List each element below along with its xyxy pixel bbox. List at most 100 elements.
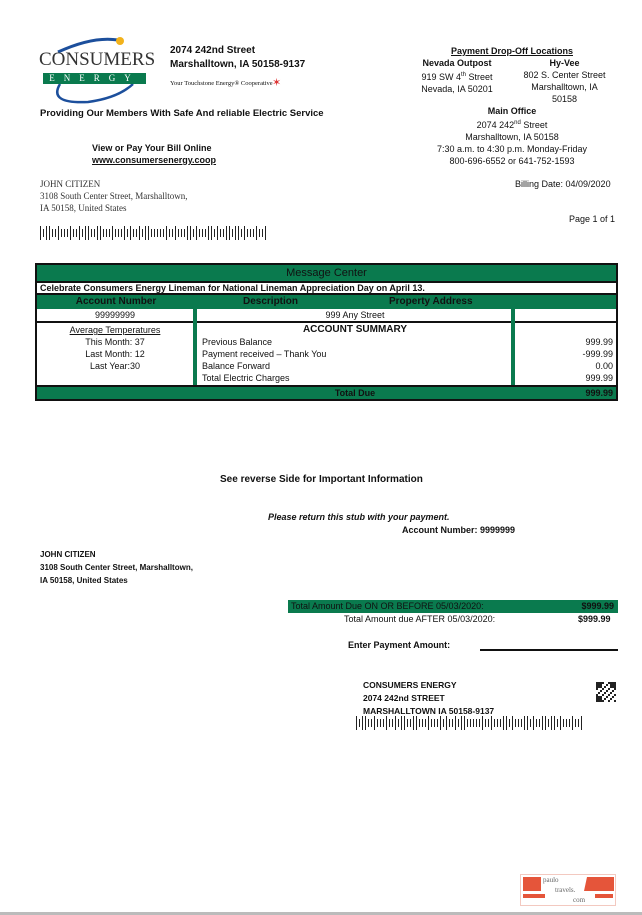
- barcode-bar: [560, 716, 561, 730]
- barcode-bar: [190, 226, 191, 240]
- page-bottom-border: [0, 912, 642, 915]
- barcode-bar: [395, 716, 396, 730]
- qr-module: [614, 688, 616, 690]
- barcode-bar: [419, 719, 420, 727]
- qr-module: [614, 682, 616, 684]
- barcode-bar: [566, 719, 567, 727]
- barcode-bar: [521, 719, 522, 727]
- qr-module: [614, 694, 616, 696]
- due-before-value: $999.99: [581, 601, 614, 611]
- barcode-bar: [572, 716, 573, 730]
- barcode-bar: [500, 719, 501, 727]
- barcode-bar: [542, 716, 543, 730]
- barcode-bar: [154, 229, 155, 237]
- barcode-bar: [491, 716, 492, 730]
- item-label: Total Electric Charges: [202, 373, 290, 383]
- item-label: Payment received – Thank You: [202, 349, 327, 359]
- barcode-bar: [506, 716, 507, 730]
- barcode-bar: [127, 229, 128, 237]
- barcode-bar: [503, 716, 504, 730]
- barcode-bar: [94, 229, 95, 237]
- barcode-bar: [223, 229, 224, 237]
- watermark-text: travels.: [555, 886, 576, 894]
- barcode-bar: [136, 229, 137, 237]
- billing-date: Billing Date: 04/09/2020: [515, 179, 611, 189]
- stub-customer-line2: IA 50158, United States: [40, 576, 128, 585]
- barcode-bar: [569, 719, 570, 727]
- qr-module: [608, 700, 610, 702]
- stub-customer-address: JOHN CITIZEN 3108 South Center Street, M…: [40, 548, 193, 587]
- qr-module: [606, 696, 608, 698]
- main-office-line2: Marshalltown, IA 50158: [465, 132, 559, 142]
- barcode-bar: [389, 719, 390, 727]
- qr-module: [610, 698, 612, 700]
- touchstone-icon: ✶: [272, 77, 282, 89]
- message-center-title: Message Center: [37, 265, 616, 281]
- barcode-bar: [181, 229, 182, 237]
- barcode-bar: [232, 229, 233, 237]
- temps-title: Average Temperatures: [69, 325, 161, 335]
- item-label: Balance Forward: [202, 361, 271, 371]
- item-value: 999.99: [585, 373, 613, 383]
- qr-module: [612, 696, 614, 698]
- barcode-bar: [356, 716, 357, 730]
- barcode-bar: [380, 719, 381, 727]
- barcode-bar: [422, 719, 423, 727]
- qr-module: [608, 682, 610, 684]
- enter-payment-label: Enter Payment Amount:: [348, 640, 451, 650]
- tagline: Providing Our Members With Safe And reli…: [40, 108, 324, 119]
- barcode-bar: [151, 229, 152, 237]
- qr-module: [604, 686, 606, 688]
- barcode-bar: [46, 226, 47, 240]
- qr-module: [610, 686, 612, 688]
- qr-module: [598, 696, 600, 698]
- barcode-bar: [557, 719, 558, 727]
- barcode-bar: [229, 226, 230, 240]
- barcode-bar: [440, 716, 441, 730]
- qr-module: [596, 698, 598, 700]
- qr-module: [596, 686, 598, 688]
- barcode-bar: [73, 229, 74, 237]
- customer-address-line2: IA 50158, United States: [40, 203, 127, 213]
- barcode-bar: [383, 719, 384, 727]
- qr-module: [614, 700, 616, 702]
- barcode-bar: [202, 229, 203, 237]
- barcode-bar: [211, 226, 212, 240]
- barcode-bar: [52, 229, 53, 237]
- qr-module: [598, 686, 600, 688]
- barcode-bar: [157, 229, 158, 237]
- barcode-bar: [563, 719, 564, 727]
- qr-module: [606, 684, 608, 686]
- barcode-bar: [494, 719, 495, 727]
- qr-module: [600, 698, 602, 700]
- qr-module: [596, 694, 598, 696]
- qr-module: [602, 694, 604, 696]
- barcode-bar: [536, 719, 537, 727]
- total-due-value: 999.99: [585, 388, 613, 398]
- barcode-bar: [106, 229, 107, 237]
- barcode-bar: [169, 229, 170, 237]
- company-address-line1: 2074 242nd Street: [170, 45, 256, 56]
- barcode-bar: [256, 226, 257, 240]
- location-line1: 919 SW 4th Street: [412, 69, 502, 83]
- qr-module: [598, 684, 600, 686]
- barcode-bar: [259, 229, 260, 237]
- watermark-logo: paulo travels. com: [520, 874, 616, 906]
- dropoff-location-nevada: Nevada Outpost 919 SW 4th Street Nevada,…: [412, 57, 502, 105]
- barcode-bar: [70, 226, 71, 240]
- qr-module: [612, 686, 614, 688]
- due-after-label: Total Amount due AFTER 05/03/2020:: [344, 614, 496, 624]
- qr-module: [612, 690, 614, 692]
- qr-code-icon: [596, 682, 616, 702]
- item-value: 0.00: [595, 361, 613, 371]
- website-link-text[interactable]: www.consumersenergy.coop: [92, 155, 217, 165]
- barcode-bar: [160, 229, 161, 237]
- payment-amount-field[interactable]: [480, 649, 618, 651]
- barcode-bar: [250, 229, 251, 237]
- property-address-value: 999 Any Street: [325, 310, 385, 320]
- website-link[interactable]: www.consumersenergy.coop: [92, 155, 216, 165]
- remit-line1: CONSUMERS ENERGY: [363, 680, 457, 690]
- barcode-bar: [398, 719, 399, 727]
- barcode-bar: [175, 226, 176, 240]
- account-number-value: 99999999: [94, 310, 136, 320]
